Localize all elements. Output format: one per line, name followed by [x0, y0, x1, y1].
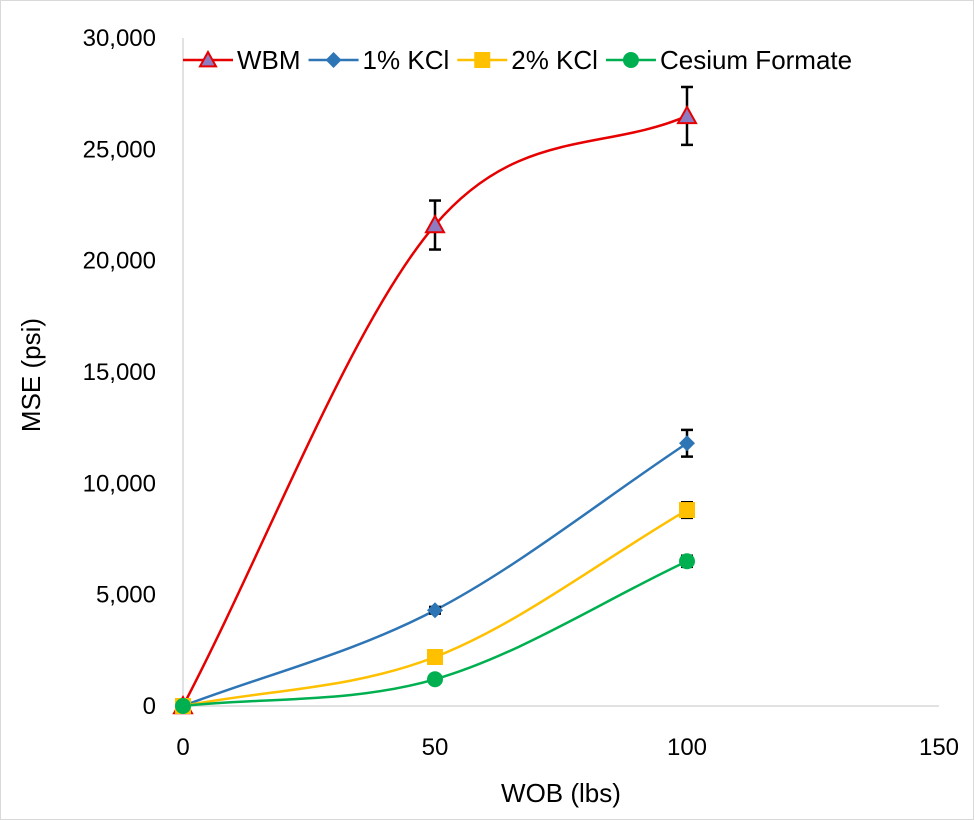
legend-swatch-marker [325, 52, 342, 68]
series-triangle [181, 114, 688, 707]
y-tick-label: 15,000 [83, 359, 156, 386]
legend-swatch-marker [474, 52, 491, 68]
data-point-square [679, 502, 695, 519]
y-tick-label: 20,000 [83, 248, 156, 275]
x-tick-label: 150 [919, 734, 959, 761]
data-point-diamond [427, 602, 443, 619]
x-axis-title: WOB (lbs) [501, 778, 621, 808]
y-tick-label: 5,000 [96, 582, 156, 609]
legend-label: Cesium Formate [660, 45, 852, 75]
data-point-triangle [676, 104, 698, 125]
y-tick-label: 0 [143, 693, 156, 720]
y-tick-label: 25,000 [83, 136, 156, 163]
y-tick-labels: 0 5,000 10,000 15,000 20,000 25,000 30,000 [83, 25, 156, 720]
legend-item: 2% KCl [457, 45, 598, 75]
x-tick-labels: 0 50 100 150 [176, 734, 959, 761]
legend-item: 1% KCl [308, 45, 450, 75]
series-markers [172, 104, 698, 715]
error-bars [429, 554, 693, 683]
data-point-circle [679, 553, 695, 570]
y-tick-label: 30,000 [83, 25, 156, 52]
series-line [182, 442, 688, 708]
series-diamond [182, 442, 688, 708]
data-point-triangle [424, 213, 446, 234]
legend-label: 2% KCl [511, 45, 598, 75]
data-point-square [427, 649, 443, 666]
series-layer [172, 85, 698, 715]
axes [182, 38, 939, 707]
data-point-circle [427, 671, 443, 688]
y-tick-label: 10,000 [83, 470, 156, 497]
legend-label: 1% KCl [363, 45, 450, 75]
data-point-circle [175, 698, 191, 714]
legend-item: Cesium Formate [605, 45, 852, 75]
series-markers [175, 553, 695, 714]
series-line [181, 114, 688, 707]
x-tick-label: 50 [422, 734, 449, 761]
error-bars [429, 501, 693, 661]
error-bars [429, 428, 693, 615]
legend-swatch-marker [198, 49, 218, 68]
legend: WBM 1% KCl 2% KCl Cesium Formate [183, 45, 852, 75]
legend-swatch-marker [622, 52, 639, 68]
error-bars [429, 85, 693, 251]
y-axis-title: MSE (psi) [16, 318, 46, 432]
data-point-diamond [679, 435, 695, 452]
x-tick-label: 100 [667, 734, 707, 761]
legend-item: WBM [183, 45, 301, 75]
legend-label: WBM [237, 45, 301, 75]
x-tick-label: 0 [176, 734, 189, 761]
